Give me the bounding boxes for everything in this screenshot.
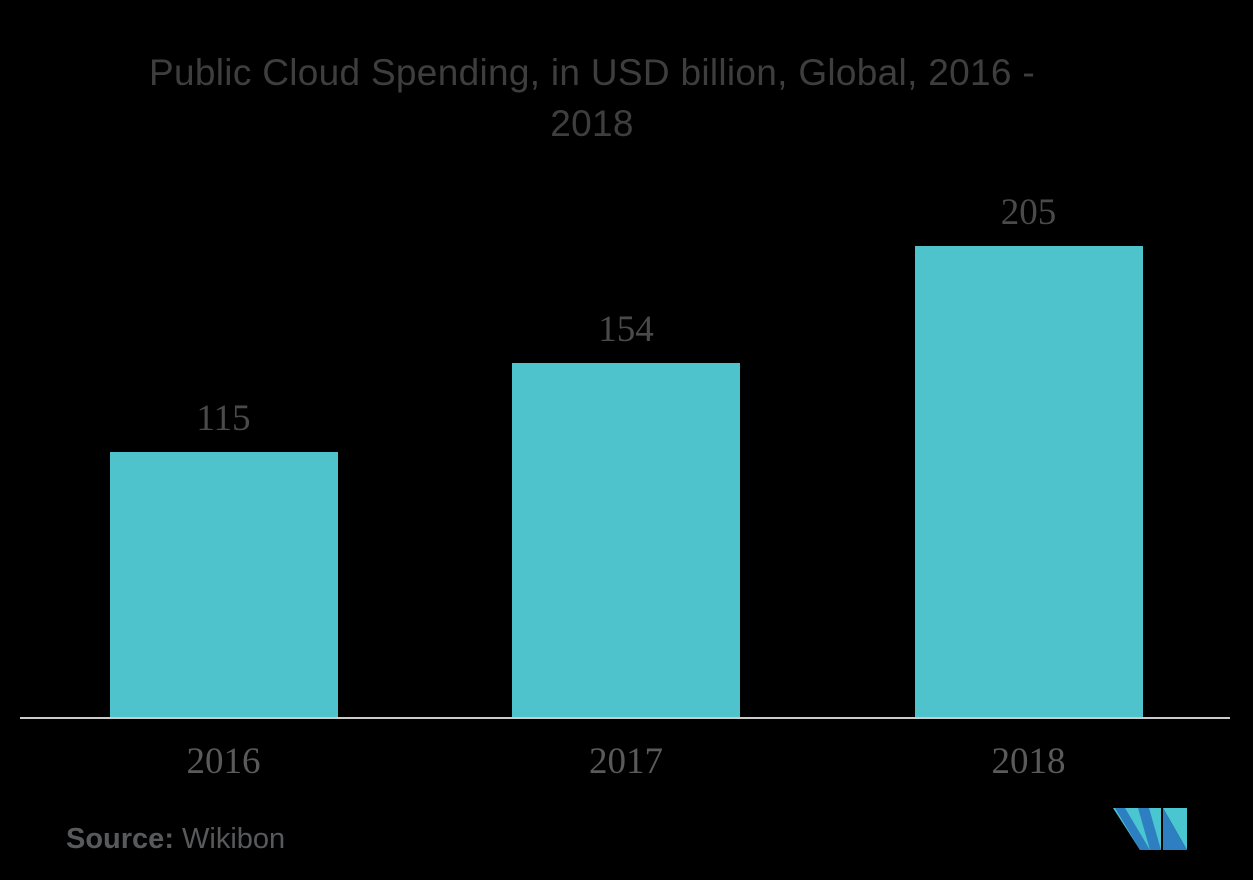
x-axis-label: 2017 <box>589 741 663 782</box>
bar-value-label: 154 <box>598 309 654 350</box>
bar-value-label: 115 <box>196 398 251 439</box>
bar-2017 <box>512 363 740 717</box>
chart-title: Public Cloud Spending, in USD billion, G… <box>0 47 1184 149</box>
source-note: Source: Wikibon <box>66 822 285 856</box>
source-label: Source: <box>66 823 174 855</box>
x-axis-label: 2018 <box>991 741 1066 782</box>
logo-m-blue-band-left <box>1115 808 1150 850</box>
source-value: Wikibon <box>182 823 286 855</box>
bar-2016 <box>109 452 338 717</box>
x-axis-label: 2016 <box>186 741 261 782</box>
logo-i-blue-half <box>1163 808 1187 850</box>
chart-title-line2: 2018 <box>550 103 634 144</box>
mordor-intelligence-logo <box>1113 808 1187 850</box>
logo-m-blue-band-right <box>1138 808 1161 850</box>
chart-title-line1: Public Cloud Spending, in USD billion, G… <box>149 52 1035 93</box>
bar-2018 <box>914 246 1143 717</box>
x-axis-line <box>20 717 1230 719</box>
bar-value-label: 205 <box>1000 192 1057 233</box>
